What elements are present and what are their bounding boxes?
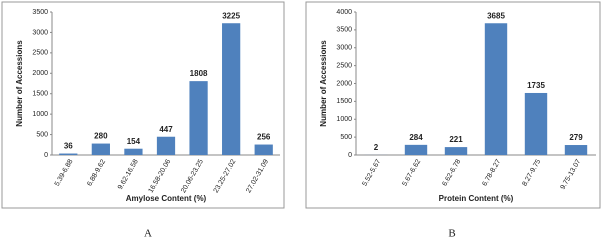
bar <box>156 136 176 155</box>
y-axis-title: Number of Accessions <box>15 40 24 127</box>
y-tick-label: 2500 <box>32 50 48 57</box>
value-label: 154 <box>127 137 141 146</box>
y-tick-label: 1000 <box>336 116 352 123</box>
value-label: 280 <box>94 132 108 141</box>
bar <box>124 148 143 155</box>
y-tick-label: 1000 <box>32 111 48 118</box>
value-label: 256 <box>257 133 271 142</box>
x-axis-title: Protein Content (%) <box>439 194 514 203</box>
panel-label: B <box>448 228 455 240</box>
bar <box>444 147 468 155</box>
y-tick-label: 1500 <box>32 91 48 98</box>
value-label: 2 <box>374 143 379 152</box>
bar <box>59 153 78 155</box>
x-tick-label: 20.06-23.25 <box>180 158 205 194</box>
y-axis-title: Number of Accessions <box>319 40 328 127</box>
x-tick-label: 16.58-20.06 <box>148 158 173 194</box>
y-tick-label: 2500 <box>336 62 352 69</box>
x-tick-label: 5.52-5.67 <box>361 158 382 187</box>
bar <box>564 145 588 155</box>
bar <box>189 81 208 155</box>
x-tick-label: 9.75-13.07 <box>560 158 583 191</box>
value-label: 3685 <box>487 11 505 20</box>
value-label: 1808 <box>190 69 208 78</box>
panel-label: A <box>144 228 152 240</box>
x-tick-label: 27.02-31.09 <box>245 158 270 194</box>
value-label: 221 <box>449 135 463 144</box>
bar <box>254 144 273 155</box>
y-tick-label: 2000 <box>336 80 352 87</box>
bar <box>484 23 508 156</box>
bar <box>524 92 548 155</box>
x-tick-label: 5.67-6.62 <box>401 158 422 187</box>
x-tick-label: 23.25-27.02 <box>213 158 238 194</box>
x-tick-label: 6.62-6.78 <box>441 158 462 187</box>
chart-border <box>305 1 601 209</box>
x-tick-label: 8.27-9.75 <box>521 158 542 187</box>
x-tick-label: 9.62-16.58 <box>117 158 140 191</box>
y-tick-label: 2000 <box>32 70 48 77</box>
y-tick-label: 4000 <box>336 9 352 16</box>
y-tick-label: 3500 <box>32 9 48 16</box>
value-label: 3225 <box>222 11 240 20</box>
x-axis-title: Amylose Content (%) <box>126 194 207 203</box>
chart-border <box>1 1 285 209</box>
y-tick-label: 1500 <box>336 98 352 105</box>
value-label: 279 <box>569 133 583 142</box>
y-tick-label: 3000 <box>32 29 48 36</box>
value-label: 36 <box>64 142 73 151</box>
y-tick-label: 500 <box>340 134 352 141</box>
y-tick-label: 0 <box>348 152 352 159</box>
x-tick-label: 6.78-8.27 <box>481 158 502 187</box>
y-tick-label: 3500 <box>336 27 352 34</box>
bar <box>222 23 241 155</box>
value-label: 1735 <box>527 81 545 90</box>
bar <box>91 143 110 155</box>
value-label: 284 <box>409 133 423 142</box>
x-tick-label: 6.88-9.62 <box>86 158 107 187</box>
y-tick-label: 3000 <box>336 45 352 52</box>
x-tick-label: 5.39-6.88 <box>54 158 75 187</box>
y-tick-label: 0 <box>44 152 48 159</box>
y-tick-label: 500 <box>36 131 48 138</box>
value-label: 447 <box>159 125 173 134</box>
bar <box>404 144 428 155</box>
